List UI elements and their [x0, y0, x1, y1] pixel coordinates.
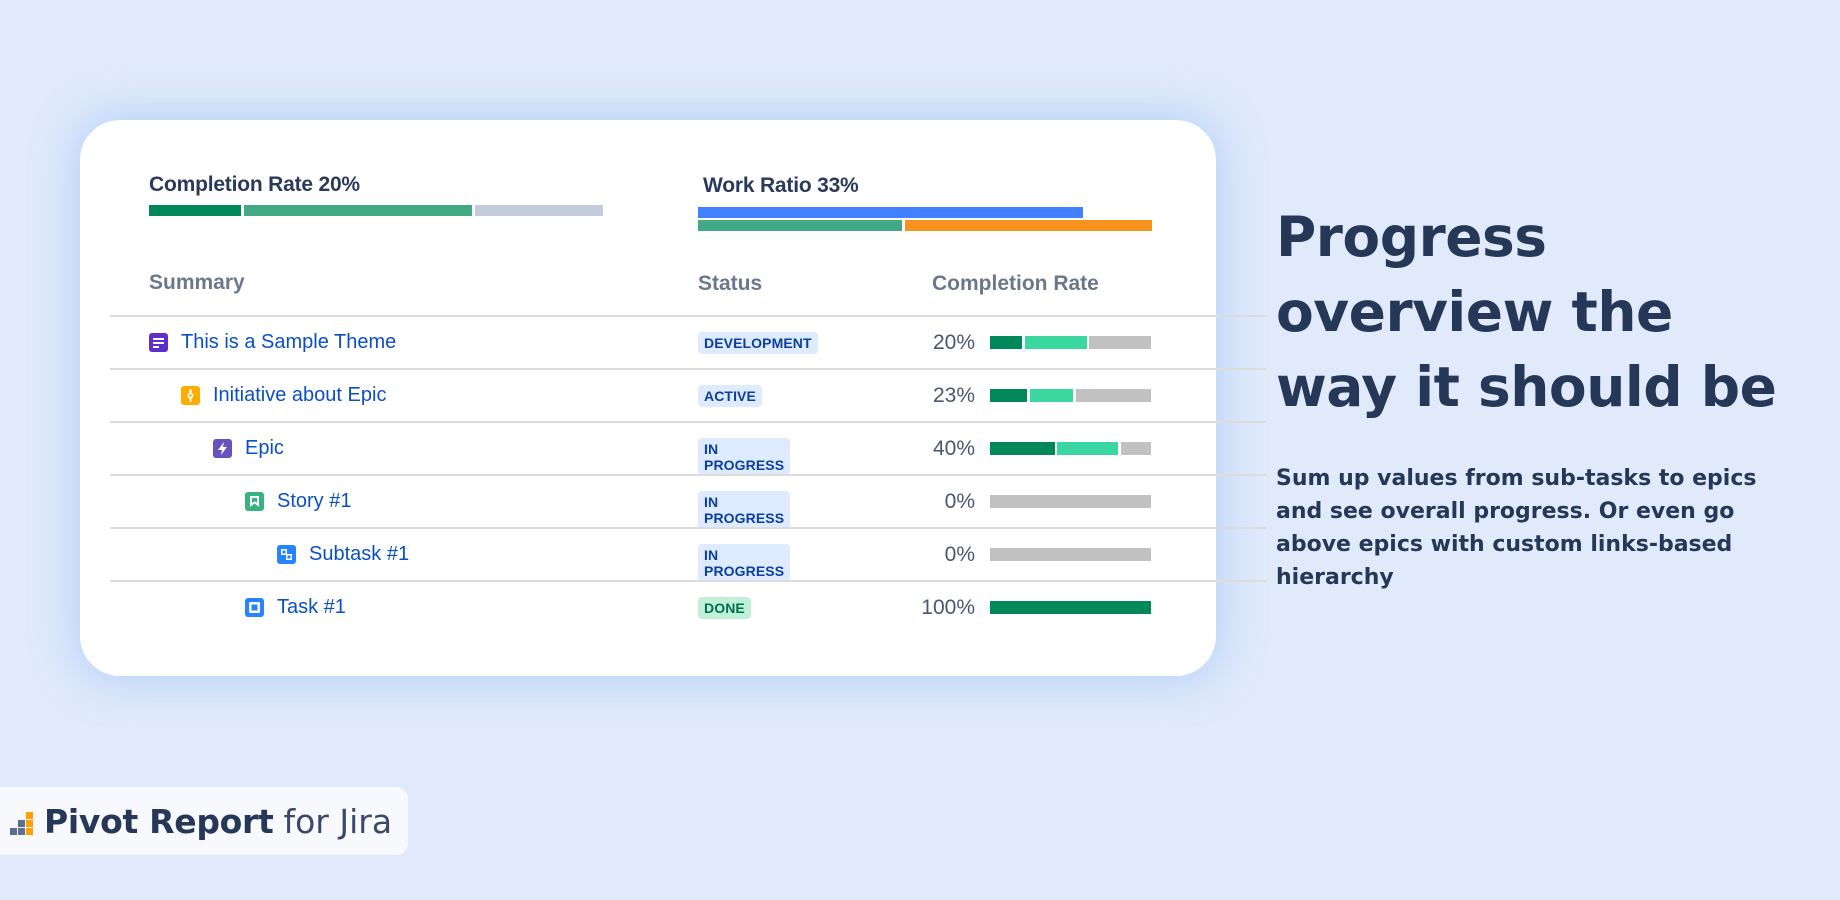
completion-bar-segment	[1076, 389, 1151, 402]
theme-icon	[149, 333, 168, 352]
status-badge: DONE	[698, 597, 751, 619]
completion-percent: 20%	[932, 331, 975, 354]
headline: Progress overview the way it should be	[1276, 200, 1796, 425]
completion-bar-segment	[990, 442, 1055, 455]
completion-percent: 100%	[921, 596, 975, 619]
description: Sum up values from sub-tasks to epics an…	[1276, 466, 1757, 590]
work-segment-spent	[698, 220, 902, 231]
completion-segment-done	[149, 205, 241, 216]
column-header-completion-rate[interactable]: Completion Rate	[932, 272, 1099, 295]
completion-rate-title: Completion Rate 20%	[149, 173, 360, 196]
work-segment-remaining	[905, 220, 1152, 231]
row-divider	[110, 474, 1266, 476]
status-badge: DEVELOPMENT	[698, 332, 818, 354]
completion-bar-segment	[1089, 336, 1151, 349]
completion-bar-segment	[990, 495, 1151, 508]
report-card: Completion Rate 20% Work Ratio 33% Summa…	[80, 120, 1266, 676]
brand-suffix: for Jira	[283, 801, 393, 841]
header-divider	[110, 315, 1266, 317]
completion-bar-segment	[990, 389, 1027, 402]
issue-summary-link[interactable]: This is a Sample Theme	[181, 331, 397, 353]
issue-summary-link[interactable]: Epic	[245, 437, 284, 459]
brand-name: Pivot Report	[44, 801, 274, 841]
headline-line-1: Progress	[1276, 205, 1547, 269]
row-divider	[110, 527, 1266, 529]
completion-percent: 40%	[932, 437, 975, 460]
issue-summary-link[interactable]: Story #1	[277, 490, 352, 512]
completion-bar-segment	[1025, 336, 1087, 349]
issue-summary-link[interactable]: Subtask #1	[309, 543, 410, 565]
completion-percent: 0%	[944, 543, 975, 566]
brand-badge: Pivot Report for Jira	[0, 787, 408, 855]
work-segment-logged	[698, 207, 1083, 218]
row-divider	[110, 421, 1266, 423]
completion-bar-segment	[1030, 389, 1073, 402]
initiative-icon	[181, 386, 200, 405]
completion-bar-segment	[1121, 442, 1151, 455]
issue-summary-link[interactable]: Initiative about Epic	[213, 384, 387, 406]
status-badge: ACTIVE	[698, 385, 762, 407]
status-badge: IN PROGRESS	[698, 438, 791, 476]
row-divider	[110, 580, 1266, 582]
completion-segment-in-progress	[244, 205, 472, 216]
task-icon	[245, 598, 264, 617]
status-badge: IN PROGRESS	[698, 491, 791, 529]
status-badge: IN PROGRESS	[698, 544, 791, 582]
column-header-status[interactable]: Status	[698, 272, 763, 295]
headline-line-2: overview the	[1276, 280, 1673, 344]
story-icon	[245, 492, 264, 511]
completion-segment-todo	[475, 205, 603, 216]
completion-bar-segment	[1057, 442, 1118, 455]
completion-bar-segment	[990, 336, 1022, 349]
completion-bar-segment	[990, 601, 1151, 614]
column-header-summary[interactable]: Summary	[149, 271, 245, 294]
issue-summary-link[interactable]: Task #1	[277, 596, 346, 618]
row-divider	[110, 368, 1266, 370]
completion-bar-segment	[990, 548, 1151, 561]
pivot-bars-logo-icon	[10, 812, 33, 835]
subtask-icon	[277, 545, 296, 564]
work-ratio-title: Work Ratio 33%	[703, 174, 859, 197]
completion-percent: 0%	[944, 490, 975, 513]
epic-icon	[213, 439, 232, 458]
headline-line-3: way it should be	[1276, 355, 1777, 419]
completion-percent: 23%	[932, 384, 975, 407]
